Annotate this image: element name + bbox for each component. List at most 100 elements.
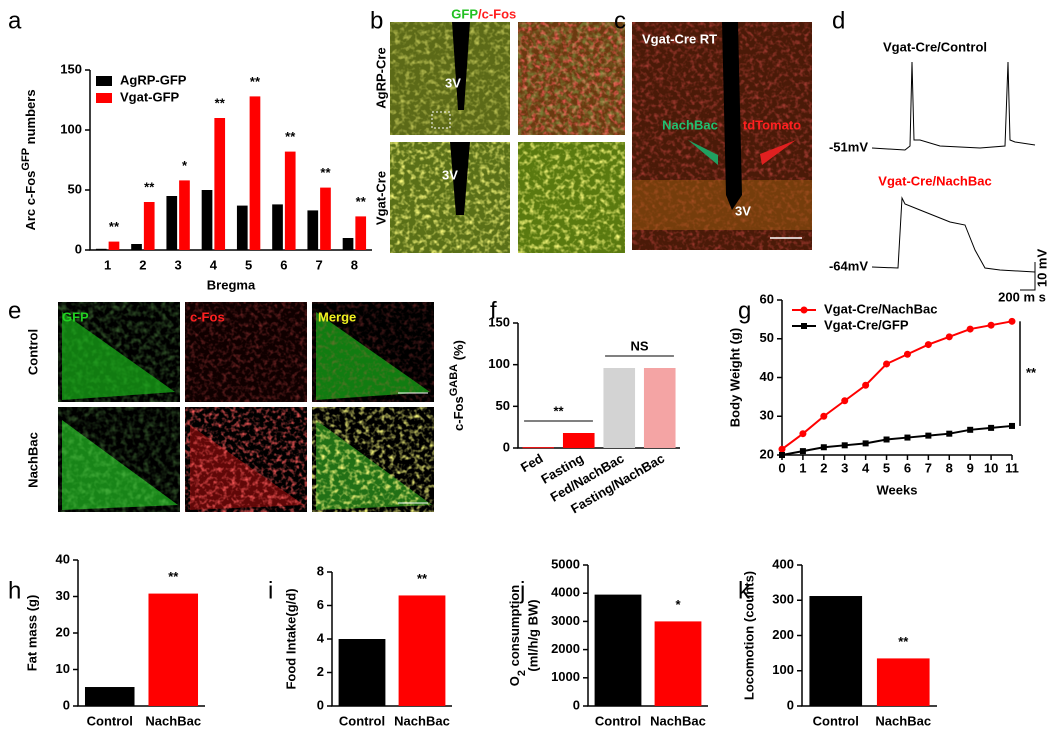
trace-title: Vgat-Cre/NachBac [878, 173, 991, 188]
y-tick-label: 0 [503, 439, 510, 454]
y-tick-label: 20 [760, 446, 774, 461]
bar [654, 621, 702, 706]
x-tick-label: 2 [820, 460, 827, 475]
x-tick-label: 1 [799, 460, 806, 475]
point [1009, 422, 1015, 429]
bar [307, 210, 319, 250]
point [988, 424, 995, 431]
point [820, 444, 827, 451]
y-axis-label-part: numbers [23, 89, 38, 148]
bar [201, 190, 213, 250]
legend-label: Vgat-GFP [120, 89, 180, 104]
x-tick-label: 4 [862, 460, 870, 475]
b-row-label: AgRP-Cre [373, 47, 388, 108]
point [779, 452, 785, 458]
bar [594, 594, 642, 706]
ventricle-label: 3V [445, 75, 461, 90]
panel-label: e [8, 297, 21, 324]
y-axis-label-part: (%) [451, 340, 466, 364]
bar [562, 433, 595, 448]
y-tick-label: 2000 [551, 641, 580, 656]
c-title: Vgat-Cre RT [642, 31, 717, 46]
significance: ** [215, 95, 226, 110]
y-tick-label: 5000 [551, 556, 580, 571]
point [883, 360, 891, 368]
x-tick-label: 10 [984, 460, 998, 475]
y-tick-label: 40 [760, 369, 774, 384]
y-tick-label: 30 [56, 588, 70, 603]
legend-label: AgRP-GFP [120, 72, 187, 87]
panel-label: j [519, 577, 525, 604]
bar [522, 447, 555, 449]
y-tick-label: 50 [68, 181, 82, 196]
voltage-traces [871, 61, 1036, 291]
y-tick-label: 0 [63, 697, 70, 712]
e-row-label: Control [25, 329, 40, 375]
y-tick-label: 0 [787, 697, 794, 712]
ventricle-label: 3V [442, 167, 458, 182]
y-tick-label: 0 [75, 241, 82, 256]
y-tick-label: 0 [317, 697, 324, 712]
significance: ** [553, 403, 564, 418]
point [966, 325, 974, 333]
y-tick-label: 300 [772, 592, 794, 607]
y-axis-label: O2 consumption [507, 585, 527, 687]
bar [284, 151, 296, 250]
x-tick-label: 8 [946, 460, 953, 475]
panel-label: g [738, 297, 751, 324]
y-axis-label: Fat mass (g) [24, 595, 39, 672]
x-tick-label: 3 [841, 460, 848, 475]
point [903, 350, 911, 358]
legend-marker [800, 306, 808, 314]
y-tick-label: 100 [488, 356, 510, 371]
y-axis-label-part: Arc c-Fos [23, 171, 38, 231]
bar [143, 202, 155, 250]
trace-potential: -64mV [829, 258, 868, 273]
panel-label: i [268, 577, 273, 604]
x-tick-label: NachBac [394, 713, 450, 728]
bar [272, 204, 283, 250]
significance: ** [898, 634, 909, 649]
trace-title: Vgat-Cre/Control [883, 39, 987, 54]
y-tick-label: 150 [488, 314, 510, 329]
b-row-label: Vgat-Cre [373, 171, 388, 225]
point [778, 445, 786, 453]
scale-bar-label: 200 m s [998, 289, 1046, 304]
bar [809, 596, 863, 706]
significance: ** [250, 74, 261, 89]
y-tick-label: 20 [56, 624, 70, 639]
y-axis-label-part: O [507, 676, 522, 686]
x-tick-label: 6 [280, 257, 287, 272]
legend-swatch [96, 93, 112, 103]
significance: ** [1026, 365, 1037, 380]
bar [148, 593, 199, 706]
y-tick-label: 200 [772, 627, 794, 642]
x-tick-label: 0 [778, 460, 785, 475]
point [799, 430, 807, 438]
legend-marker [801, 323, 807, 329]
micrograph-b [390, 22, 625, 253]
x-tick-label: NachBac [875, 713, 931, 728]
y-tick-label: 1000 [551, 669, 580, 684]
x-tick-label: 3 [175, 257, 182, 272]
c-arrow-label: tdTomato [743, 117, 801, 132]
bar [236, 205, 248, 250]
x-tick-label: Control [595, 713, 641, 728]
point [862, 381, 870, 389]
bar [166, 196, 178, 250]
point [925, 432, 932, 439]
e-row-label: NachBac [25, 432, 40, 488]
significance: ** [320, 165, 331, 180]
x-tick-label: 5 [245, 257, 252, 272]
x-tick-label: Control [339, 713, 385, 728]
y-tick-label: 4 [317, 630, 325, 645]
c-arrow-label: NachBac [662, 117, 718, 132]
panel-label: b [370, 7, 383, 34]
point [841, 442, 848, 449]
bar [179, 180, 190, 250]
line [781, 320, 1013, 450]
point [967, 426, 974, 433]
x-tick-label: 11 [1005, 460, 1019, 475]
legend-label: Vgat-Cre/GFP [824, 317, 909, 332]
